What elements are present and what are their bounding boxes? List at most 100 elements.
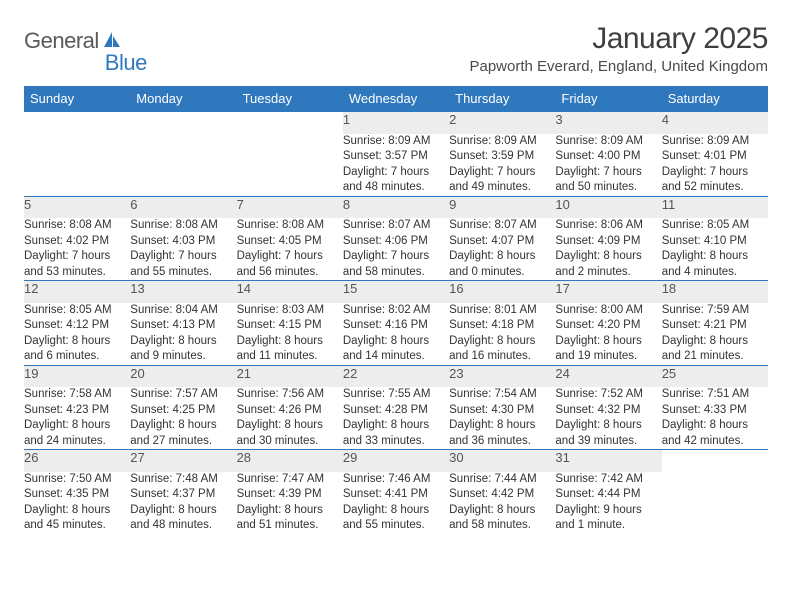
day-info-cell: Sunrise: 7:56 AMSunset: 4:26 PMDaylight:… (237, 387, 343, 450)
daylight-line-1: Daylight: 7 hours (662, 165, 768, 181)
day-number-cell: 11 (662, 196, 768, 218)
daylight-line-1: Daylight: 7 hours (24, 249, 130, 265)
daylight-line-1: Daylight: 7 hours (130, 249, 236, 265)
weekday-header-row: SundayMondayTuesdayWednesdayThursdayFrid… (24, 86, 768, 112)
daylight-line-2: and 16 minutes. (449, 349, 555, 365)
sunset-line: Sunset: 4:33 PM (662, 403, 768, 419)
day-number-cell: 22 (343, 365, 449, 387)
daylight-line-1: Daylight: 8 hours (449, 334, 555, 350)
daylight-line-1: Daylight: 8 hours (343, 334, 449, 350)
day-info-cell: Sunrise: 8:03 AMSunset: 4:15 PMDaylight:… (237, 303, 343, 366)
daylight-line-1: Daylight: 8 hours (662, 418, 768, 434)
daylight-line-1: Daylight: 8 hours (555, 418, 661, 434)
sunset-line: Sunset: 4:42 PM (449, 487, 555, 503)
weekday-header: Sunday (24, 86, 130, 112)
sunrise-line: Sunrise: 8:09 AM (555, 134, 661, 150)
daylight-line-1: Daylight: 7 hours (237, 249, 343, 265)
day-number-cell: 10 (555, 196, 661, 218)
day-number-cell: 2 (449, 112, 555, 134)
daylight-line-1: Daylight: 8 hours (237, 334, 343, 350)
day-info-cell: Sunrise: 7:48 AMSunset: 4:37 PMDaylight:… (130, 472, 236, 534)
daylight-line-1: Daylight: 8 hours (449, 249, 555, 265)
sunset-line: Sunset: 4:02 PM (24, 234, 130, 250)
day-number-cell: 8 (343, 196, 449, 218)
daylight-line-2: and 30 minutes. (237, 434, 343, 450)
daylight-line-2: and 50 minutes. (555, 180, 661, 196)
sunset-line: Sunset: 4:25 PM (130, 403, 236, 419)
weekday-header: Friday (555, 86, 661, 112)
day-info-cell: Sunrise: 8:08 AMSunset: 4:03 PMDaylight:… (130, 218, 236, 281)
daylight-line-2: and 39 minutes. (555, 434, 661, 450)
sunrise-line: Sunrise: 8:09 AM (449, 134, 555, 150)
day-info-cell (24, 134, 130, 197)
day-info-cell: Sunrise: 7:55 AMSunset: 4:28 PMDaylight:… (343, 387, 449, 450)
sunrise-line: Sunrise: 8:08 AM (24, 218, 130, 234)
day-info-cell: Sunrise: 7:51 AMSunset: 4:33 PMDaylight:… (662, 387, 768, 450)
day-number-row: 1234 (24, 112, 768, 134)
daylight-line-2: and 36 minutes. (449, 434, 555, 450)
sunrise-line: Sunrise: 8:00 AM (555, 303, 661, 319)
day-info-cell: Sunrise: 8:05 AMSunset: 4:12 PMDaylight:… (24, 303, 130, 366)
day-info-cell: Sunrise: 8:09 AMSunset: 3:57 PMDaylight:… (343, 134, 449, 197)
sunset-line: Sunset: 4:39 PM (237, 487, 343, 503)
sunset-line: Sunset: 4:41 PM (343, 487, 449, 503)
location: Papworth Everard, England, United Kingdo… (469, 58, 768, 75)
sunrise-line: Sunrise: 7:46 AM (343, 472, 449, 488)
daylight-line-2: and 55 minutes. (343, 518, 449, 534)
daylight-line-2: and 0 minutes. (449, 265, 555, 281)
daylight-line-2: and 9 minutes. (130, 349, 236, 365)
daylight-line-1: Daylight: 8 hours (555, 334, 661, 350)
sunrise-line: Sunrise: 7:47 AM (237, 472, 343, 488)
sunrise-line: Sunrise: 7:57 AM (130, 387, 236, 403)
sunset-line: Sunset: 4:13 PM (130, 318, 236, 334)
daylight-line-2: and 53 minutes. (24, 265, 130, 281)
day-number-row: 262728293031 (24, 450, 768, 472)
day-number-cell (24, 112, 130, 134)
day-number-cell: 30 (449, 450, 555, 472)
day-number-cell: 19 (24, 365, 130, 387)
day-number-cell: 6 (130, 196, 236, 218)
month-title: January 2025 (469, 22, 768, 56)
sunset-line: Sunset: 4:07 PM (449, 234, 555, 250)
day-number-cell: 23 (449, 365, 555, 387)
sunset-line: Sunset: 4:16 PM (343, 318, 449, 334)
daylight-line-2: and 11 minutes. (237, 349, 343, 365)
day-info-cell: Sunrise: 8:06 AMSunset: 4:09 PMDaylight:… (555, 218, 661, 281)
day-info-cell (237, 134, 343, 197)
daylight-line-2: and 1 minute. (555, 518, 661, 534)
daylight-line-1: Daylight: 8 hours (555, 249, 661, 265)
daylight-line-2: and 42 minutes. (662, 434, 768, 450)
day-number-cell: 4 (662, 112, 768, 134)
day-number-cell: 9 (449, 196, 555, 218)
day-number-row: 19202122232425 (24, 365, 768, 387)
daylight-line-1: Daylight: 8 hours (662, 334, 768, 350)
day-number-cell: 5 (24, 196, 130, 218)
sunset-line: Sunset: 4:23 PM (24, 403, 130, 419)
day-number-cell: 17 (555, 281, 661, 303)
day-info-cell: Sunrise: 7:54 AMSunset: 4:30 PMDaylight:… (449, 387, 555, 450)
sunset-line: Sunset: 4:18 PM (449, 318, 555, 334)
daylight-line-2: and 19 minutes. (555, 349, 661, 365)
daylight-line-1: Daylight: 8 hours (449, 418, 555, 434)
day-number-cell: 21 (237, 365, 343, 387)
sunrise-line: Sunrise: 8:06 AM (555, 218, 661, 234)
day-info-cell: Sunrise: 7:44 AMSunset: 4:42 PMDaylight:… (449, 472, 555, 534)
sunset-line: Sunset: 4:30 PM (449, 403, 555, 419)
day-info-row: Sunrise: 7:58 AMSunset: 4:23 PMDaylight:… (24, 387, 768, 450)
day-number-cell: 12 (24, 281, 130, 303)
sunrise-line: Sunrise: 8:09 AM (343, 134, 449, 150)
day-info-cell: Sunrise: 8:09 AMSunset: 4:01 PMDaylight:… (662, 134, 768, 197)
sunset-line: Sunset: 4:05 PM (237, 234, 343, 250)
day-info-cell: Sunrise: 8:07 AMSunset: 4:06 PMDaylight:… (343, 218, 449, 281)
sunset-line: Sunset: 4:03 PM (130, 234, 236, 250)
daylight-line-2: and 51 minutes. (237, 518, 343, 534)
sunrise-line: Sunrise: 8:05 AM (662, 218, 768, 234)
daylight-line-2: and 48 minutes. (130, 518, 236, 534)
sunset-line: Sunset: 4:00 PM (555, 149, 661, 165)
day-info-row: Sunrise: 8:09 AMSunset: 3:57 PMDaylight:… (24, 134, 768, 197)
daylight-line-1: Daylight: 8 hours (130, 503, 236, 519)
daylight-line-2: and 27 minutes. (130, 434, 236, 450)
day-number-cell: 13 (130, 281, 236, 303)
sunset-line: Sunset: 4:15 PM (237, 318, 343, 334)
daylight-line-2: and 58 minutes. (343, 265, 449, 281)
